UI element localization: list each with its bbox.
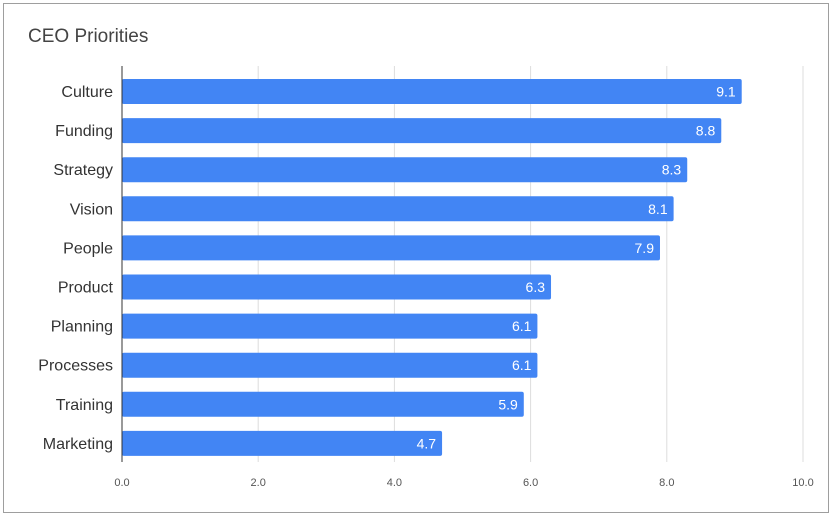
- x-tick-label: 10.0: [792, 477, 813, 489]
- x-tick-label: 0.0: [114, 477, 129, 489]
- bar: [122, 118, 722, 144]
- category-label: Vision: [70, 201, 113, 218]
- bar: [122, 274, 552, 300]
- category-label: Funding: [55, 123, 113, 140]
- data-label: 6.3: [526, 279, 546, 295]
- chart-title: CEO Priorities: [28, 26, 149, 47]
- x-tick-label: 2.0: [251, 477, 266, 489]
- x-tick-label: 6.0: [523, 477, 538, 489]
- data-label: 6.1: [512, 357, 532, 373]
- data-label: 4.7: [417, 435, 437, 451]
- category-label: Processes: [38, 358, 113, 375]
- data-label: 8.3: [662, 162, 682, 178]
- bar: [122, 235, 660, 261]
- bar: [122, 352, 538, 378]
- category-label: Product: [58, 280, 114, 297]
- data-label: 6.1: [512, 318, 532, 334]
- bar: [122, 196, 674, 222]
- category-label: Training: [56, 397, 113, 414]
- data-label: 8.1: [648, 201, 668, 217]
- category-label: Culture: [61, 84, 113, 101]
- category-label: Planning: [51, 319, 113, 336]
- bar: [122, 157, 688, 183]
- data-label: 8.8: [696, 123, 716, 139]
- x-tick-label: 8.0: [659, 477, 674, 489]
- category-label: Marketing: [43, 436, 113, 453]
- data-label: 9.1: [716, 84, 736, 100]
- bar: [122, 391, 524, 417]
- bar: [122, 313, 538, 339]
- data-label: 7.9: [635, 240, 655, 256]
- bar: [122, 430, 443, 456]
- bar: [122, 79, 742, 104]
- x-tick-label: 4.0: [387, 477, 402, 489]
- category-label: People: [63, 240, 113, 257]
- data-label: 5.9: [498, 396, 518, 412]
- category-label: Strategy: [53, 162, 113, 179]
